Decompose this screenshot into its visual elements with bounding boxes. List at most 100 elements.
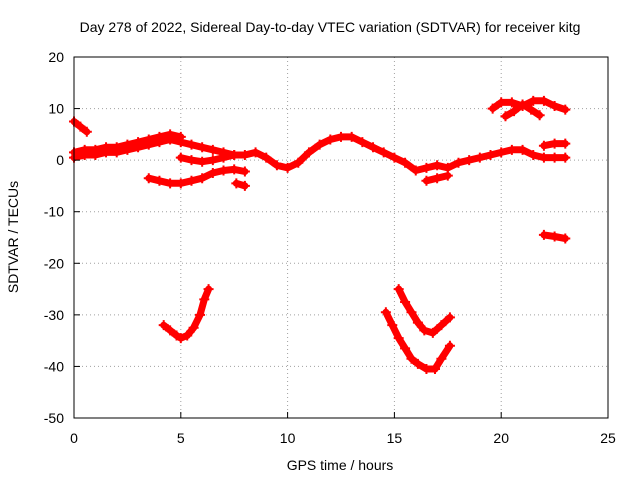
series-short-low-17 [421,170,453,186]
data-point [158,320,169,331]
data-point [229,164,240,175]
data-point [432,173,443,184]
data-point [429,364,440,375]
data-point [199,294,210,305]
data-point [182,330,193,341]
data-point [207,155,218,166]
data-point [197,173,208,184]
data-point [218,165,229,176]
data-point [538,95,549,106]
data-point [432,160,443,171]
data-point [261,152,272,163]
x-tick-label: 5 [177,430,185,446]
x-tick-label: 25 [600,430,616,446]
y-axis-ticks: -50 -40 -30 -20 -10 0 10 20 [44,49,80,426]
series-short-22-23 [538,229,571,244]
x-axis-ticks: 0 5 10 15 20 25 [70,412,616,446]
data-point [528,149,539,160]
data-point [560,152,571,163]
series-start-drop [69,116,92,137]
data-point [560,104,571,115]
data-point [154,131,165,142]
data-point [165,129,176,140]
data-point [517,99,528,110]
data-point [90,144,101,155]
data-point [186,139,197,150]
data-point [101,142,112,153]
series-short-low-8 [231,178,250,191]
data-point [421,162,432,173]
data-point [464,155,475,166]
y-tick-label: -30 [44,307,64,323]
data-point [500,111,511,122]
data-point [133,137,144,148]
x-tick-label: 10 [280,430,296,446]
data-point [412,358,423,369]
plot-frame [73,56,609,419]
data-point [378,147,389,158]
data-point [75,121,86,132]
data-point [538,152,549,163]
data-point [436,320,447,331]
x-tick-label: 20 [493,430,509,446]
data-point [560,233,571,244]
data-point [195,309,206,320]
data-point [239,149,250,160]
data-point [421,364,432,375]
data-point [175,152,186,163]
data-point [336,131,346,142]
data-point [143,134,154,145]
data-point [549,231,560,242]
data-point [207,144,218,155]
data-point [444,312,455,323]
data-point [400,343,411,354]
data-point [250,147,261,158]
data-point [506,97,517,108]
data-point [165,325,176,336]
data-point [203,284,214,295]
data-point [412,317,423,328]
series-dip-14-17-lower [380,307,455,375]
data-point [229,149,240,160]
data-point [175,131,186,142]
data-point [400,296,411,307]
data-point [207,168,218,179]
series-line [382,308,454,373]
data-point [175,333,186,344]
series-arc-20-23 [487,95,571,115]
data-point [538,140,549,151]
data-point [81,126,92,137]
data-point [496,97,507,108]
y-axis-label: SDTVAR / TECUs [5,181,21,293]
data-point [368,142,379,153]
series-dip-15-17-upper [393,284,455,338]
data-point [165,178,176,189]
data-point [293,157,304,168]
x-tick-label: 15 [387,430,403,446]
data-point [400,157,411,168]
data-point [526,104,537,115]
data-point [111,142,122,153]
x-axis-label: GPS time / hours [287,457,394,473]
data-point [534,110,545,121]
series-early-upper [69,129,186,158]
data-point [303,147,314,158]
y-tick-label: -40 [44,358,64,374]
data-point [197,156,208,167]
data-point [528,95,539,106]
data-point [389,152,400,163]
data-point [549,138,560,149]
y-tick-label: 10 [48,101,64,117]
data-point [282,162,293,173]
data-point [485,149,496,160]
data-point [239,180,250,191]
y-tick-label: 20 [48,49,64,65]
data-point [406,353,417,364]
data-point [549,100,560,111]
data-point [453,157,464,168]
data-point [271,160,282,171]
series-short-21-22 [538,138,571,151]
data-point [122,139,133,150]
data-point [517,144,528,155]
data-point [549,152,560,163]
